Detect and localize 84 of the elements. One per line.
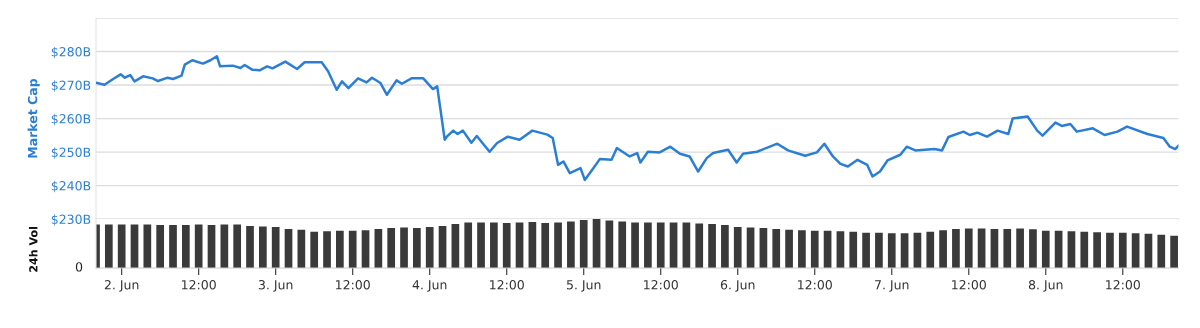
y-tick-label: $250B [51,147,91,159]
x-tick-label: 8. Jun [1028,280,1063,292]
bar [233,224,242,268]
bar [977,228,986,268]
bar [541,223,550,268]
bar [310,231,319,268]
bar [477,222,485,268]
bar [746,227,755,268]
bar [1029,229,1037,268]
x-tick-label: 12:00 [490,280,524,290]
bar [875,232,883,268]
bar [656,222,665,268]
x-tick-label: 5. Jun [566,280,601,292]
y-tick-label: $270B [51,80,91,92]
bar [772,228,781,268]
x-tick-label: 12:00 [644,280,678,290]
bar [618,221,627,268]
bar [554,222,562,268]
bar [1118,232,1127,268]
bar [413,227,421,268]
bar [733,226,742,268]
bar [1041,230,1050,268]
bar [259,226,267,268]
bar [490,222,498,268]
bar [336,230,344,268]
text: 0 [75,262,83,272]
x-tick-label: 12:00 [182,280,216,290]
x-tick-label: 2. Jun [104,280,139,292]
bar [220,224,229,268]
bar [425,226,434,268]
bar [169,224,177,268]
bar [1157,234,1166,268]
bar [323,231,331,268]
bar [181,224,190,268]
bar [952,228,960,268]
bar [708,223,716,268]
bar [1106,232,1114,268]
y-tick-label: $240B [51,180,91,193]
bar [348,230,357,268]
bar [862,232,870,268]
y-tick-label: $230B [51,214,91,226]
bar [271,226,280,268]
bar [1003,228,1012,268]
x-tick-label: 4. Jun [412,280,447,292]
bar [579,220,588,268]
bar [810,230,819,268]
bar [849,231,858,268]
bar [194,224,203,268]
bar [387,227,396,268]
bar [130,224,139,268]
y-tick-label: $260B [51,113,91,126]
bar [721,224,729,268]
bar [1093,232,1101,268]
bar [926,231,935,268]
y-axis-title: 24h Vol [28,227,38,272]
bar [246,225,254,268]
bar [695,223,704,268]
bar [400,227,408,268]
bar [964,228,973,268]
x-tick-label: 12:00 [798,280,832,290]
bar [644,222,652,268]
x-tick-label: 3. Jun [258,280,293,292]
x-tick-label: 12:00 [952,280,986,290]
bar [798,230,806,268]
y-axis-title: Market Cap [27,78,40,158]
bar [939,230,947,268]
bar [104,224,113,268]
bar [156,224,165,268]
x-tick-label: 12:00 [1106,280,1140,290]
bar [464,222,473,268]
bar [502,223,511,268]
bar [1080,231,1089,268]
bar [785,229,793,268]
bar [631,222,639,268]
bar [567,221,575,268]
x-tick-label: 6. Jun [720,280,755,292]
bar [1170,235,1178,268]
x-tick-label: 7. Jun [875,280,909,292]
bar [887,233,896,268]
bar [143,224,152,268]
x-tick-label: 12:00 [336,280,370,290]
bar [1016,228,1024,268]
bar [117,224,126,268]
y-tick-label: $280B [51,46,91,59]
